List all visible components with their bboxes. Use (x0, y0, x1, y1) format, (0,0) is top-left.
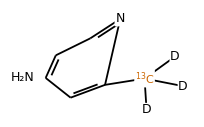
Text: D: D (178, 80, 188, 93)
Text: D: D (142, 104, 151, 116)
Text: N: N (115, 12, 125, 25)
Text: D: D (170, 50, 180, 63)
Text: H₂N: H₂N (10, 72, 34, 84)
Text: $^{13}$C: $^{13}$C (135, 70, 154, 87)
